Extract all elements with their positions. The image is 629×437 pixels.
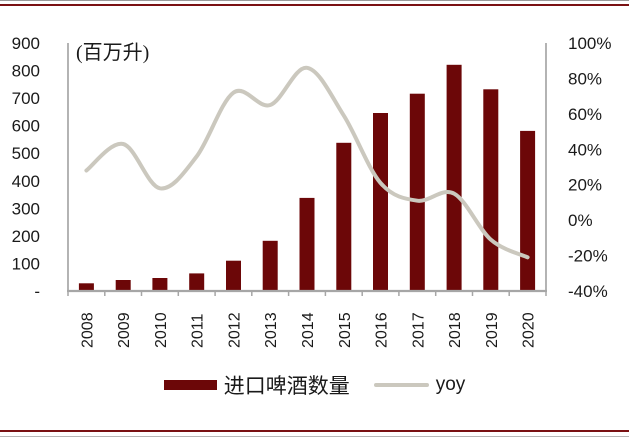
left-axis-tick-label: 600 — [12, 117, 40, 136]
legend-item-yoy: yoy — [373, 374, 466, 396]
bar — [373, 113, 388, 291]
x-axis-category-label: 2019 — [484, 312, 501, 348]
top-rule — [0, 4, 629, 6]
legend-bar-label: 进口啤酒数量 — [223, 374, 350, 398]
bar — [115, 280, 131, 291]
bar — [336, 142, 352, 291]
left-axis-tick-label: 100 — [12, 254, 40, 273]
bar — [520, 130, 536, 291]
x-axis-category-label: 2013 — [263, 312, 280, 348]
legend-item-import-beer-volume: 进口啤酒数量 — [163, 370, 350, 400]
left-axis-tick-label: 800 — [12, 62, 40, 81]
chart-canvas: (百万升) - 100 200 300 400 500 600 700 800 900 -40% -2… — [12, 34, 612, 348]
x-axis-category-label: 2011 — [190, 313, 207, 348]
x-axis-category-label: 2010 — [153, 312, 170, 348]
bar — [299, 197, 315, 291]
x-axis-category-label: 2014 — [300, 312, 317, 348]
bottom-rule — [0, 430, 629, 432]
bar — [446, 64, 462, 291]
x-axis-category-label: 2012 — [227, 312, 244, 348]
left-axis-tick-label: 200 — [12, 227, 40, 246]
legend-bar-swatch — [163, 380, 217, 390]
left-axis-tick-label: 700 — [12, 89, 40, 108]
right-axis-tick-label: -40% — [568, 282, 608, 301]
yoy-line — [84, 65, 530, 260]
left-axis-tick-label: - — [34, 282, 40, 301]
bar — [226, 260, 241, 291]
bar — [152, 278, 168, 291]
right-axis-tick-label: 0% — [568, 211, 593, 230]
bar — [78, 283, 94, 291]
right-axis-tick-label: 100% — [568, 34, 611, 53]
x-axis-category-label: 2009 — [116, 312, 133, 348]
right-axis-tick-label: 80% — [568, 69, 602, 88]
legend-line-swatch — [373, 383, 429, 387]
right-axis-tick-label: 60% — [568, 105, 602, 124]
right-axis-tick-label: 20% — [568, 176, 602, 195]
right-axis-tick-label: 40% — [568, 140, 602, 159]
left-axis-tick-label: 500 — [12, 144, 40, 163]
x-axis-category-label: 2015 — [337, 312, 354, 348]
x-axis-category-label: 2008 — [79, 312, 96, 348]
left-axis-tick-label: 400 — [12, 172, 40, 191]
x-axis-category-label: 2016 — [374, 312, 391, 348]
left-axis-tick-label: 300 — [12, 199, 40, 218]
bar — [483, 89, 499, 291]
bar — [262, 240, 278, 291]
x-axis-category-label: 2018 — [447, 312, 464, 348]
left-axis-unit-label: (百万升) — [76, 41, 149, 64]
right-axis-tick-label: -20% — [568, 247, 608, 266]
chart-legend: 进口啤酒数量 yoy — [0, 372, 629, 398]
left-axis-tick-label: 900 — [12, 34, 40, 53]
x-axis-category-label: 2017 — [410, 312, 427, 348]
legend-yoy-label: yoy — [435, 374, 466, 395]
x-axis-category-label: 2020 — [521, 312, 538, 348]
bar — [409, 93, 425, 291]
bar — [189, 273, 205, 291]
